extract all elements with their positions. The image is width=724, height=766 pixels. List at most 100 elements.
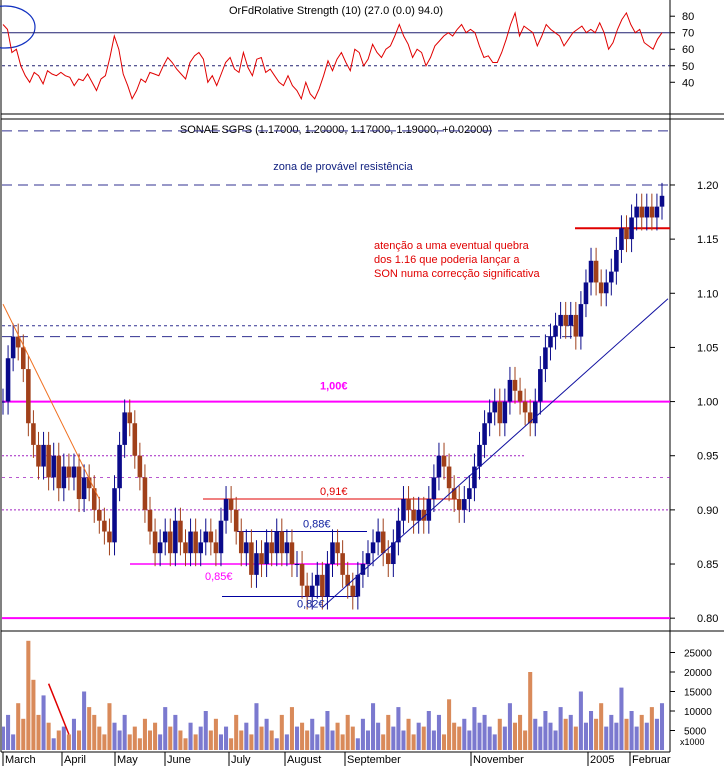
volume-bar	[507, 703, 512, 750]
volume-bar	[274, 738, 279, 750]
price-bar-body	[456, 499, 462, 510]
price-bar-body	[76, 466, 82, 500]
price-tick-label: 1.05	[697, 342, 718, 354]
volume-bar	[431, 730, 436, 750]
volume-bar	[644, 722, 649, 750]
price-bar-body	[421, 509, 427, 521]
volume-bar	[355, 738, 360, 750]
level-label-088: 0,88€	[303, 519, 331, 531]
price-bar-body	[436, 455, 442, 478]
volume-trend-line	[47, 683, 70, 735]
volume-bar	[325, 711, 330, 750]
price-bar-body	[355, 574, 361, 597]
price-tick-label: 1.10	[697, 288, 718, 300]
volume-bar	[350, 726, 355, 750]
price-bar-body	[431, 477, 437, 500]
rsi-series-line	[2, 11, 663, 101]
price-bar-body	[315, 574, 320, 586]
price-bar-body	[441, 455, 447, 467]
price-bar-body	[609, 271, 614, 283]
volume-bar	[492, 734, 497, 750]
price-bar-body	[583, 282, 589, 305]
price-bar-body	[522, 401, 528, 413]
price-bar-body	[91, 488, 97, 510]
volume-bars	[2, 640, 665, 750]
volume-bar	[254, 703, 259, 750]
volume-bar	[208, 730, 213, 750]
volume-bar	[147, 730, 153, 750]
volume-bar	[77, 730, 82, 750]
price-bar-body	[345, 574, 350, 586]
price-bar-body	[543, 347, 548, 370]
volume-bar	[538, 726, 543, 750]
volume-bar	[289, 707, 294, 750]
volume-bar	[173, 714, 178, 750]
volume-bar	[619, 687, 624, 750]
price-bar-body	[61, 466, 67, 489]
volume-y-axis: 5000 10000 15000 20000 25000	[670, 649, 712, 738]
price-header: SONAE SGPS (1.17000, 1.20000, 1.17000, 1…	[180, 124, 492, 136]
volume-bar	[512, 722, 518, 750]
volume-bar	[112, 722, 117, 750]
volume-bar	[66, 734, 71, 750]
price-bar-body	[213, 542, 219, 554]
resistance-zone-label: zona de provável resistência	[273, 161, 413, 173]
price-bar-body	[629, 217, 634, 240]
price-bar-body	[446, 466, 452, 489]
volume-bar	[183, 738, 188, 750]
volume-bar	[452, 722, 457, 750]
price-bar-body	[497, 401, 503, 424]
volume-bar	[568, 714, 573, 750]
price-bar-body	[548, 336, 553, 348]
rsi-tick-label: 60	[682, 44, 694, 56]
price-bar-body	[385, 553, 391, 565]
volume-tick-label: 25000	[684, 649, 712, 660]
price-bar-body	[578, 304, 584, 337]
volume-bar	[335, 722, 340, 750]
level-label-100: 1,00€	[320, 381, 348, 393]
price-bar-body	[365, 553, 371, 565]
price-bar-body	[178, 520, 183, 543]
price-bar-body	[593, 260, 599, 283]
x-tick-label: November	[473, 754, 524, 766]
price-bar-body	[598, 282, 604, 294]
volume-bar	[523, 730, 528, 750]
volume-bar	[213, 718, 218, 750]
volume-bar	[589, 711, 594, 750]
price-bar-body	[183, 542, 188, 554]
volume-bar	[604, 726, 609, 750]
price-bar-body	[299, 564, 305, 586]
x-tick-label: March	[5, 754, 36, 766]
price-bar-body	[2, 401, 6, 403]
volume-bar	[639, 714, 644, 750]
volume-bar	[259, 726, 264, 750]
volume-bar	[87, 707, 92, 750]
price-bar-body	[152, 531, 158, 554]
price-bar-body	[137, 455, 143, 478]
price-bar-body	[86, 477, 92, 489]
volume-bar	[224, 726, 229, 750]
price-bar-body	[71, 466, 77, 478]
volume-bar	[563, 718, 568, 750]
price-bar-body	[249, 542, 254, 575]
price-bar-body	[15, 336, 21, 348]
highlight-ellipse	[0, 5, 36, 49]
price-bar-body	[360, 564, 366, 575]
level-labels: 1,00€ 0,91€ 0,88€ 0,85€ 0,82€	[205, 381, 348, 611]
price-bar-body	[309, 585, 315, 597]
price-bar-body	[624, 228, 629, 240]
price-bar-body	[340, 553, 345, 575]
price-bar-body	[66, 466, 72, 478]
price-bar-body	[634, 206, 639, 218]
warning-note-line-1: atenção a uma eventual quebra	[374, 240, 530, 252]
price-bar-body	[538, 369, 543, 402]
price-bar-body	[603, 282, 609, 294]
price-bar-body	[649, 206, 655, 218]
volume-bar	[416, 722, 421, 750]
volume-tick-label: 5000	[684, 727, 707, 738]
rsi-tick-label: 50	[682, 61, 694, 73]
volume-bar	[457, 726, 462, 750]
price-bar-body	[147, 509, 153, 532]
price-bar-body	[51, 455, 56, 478]
